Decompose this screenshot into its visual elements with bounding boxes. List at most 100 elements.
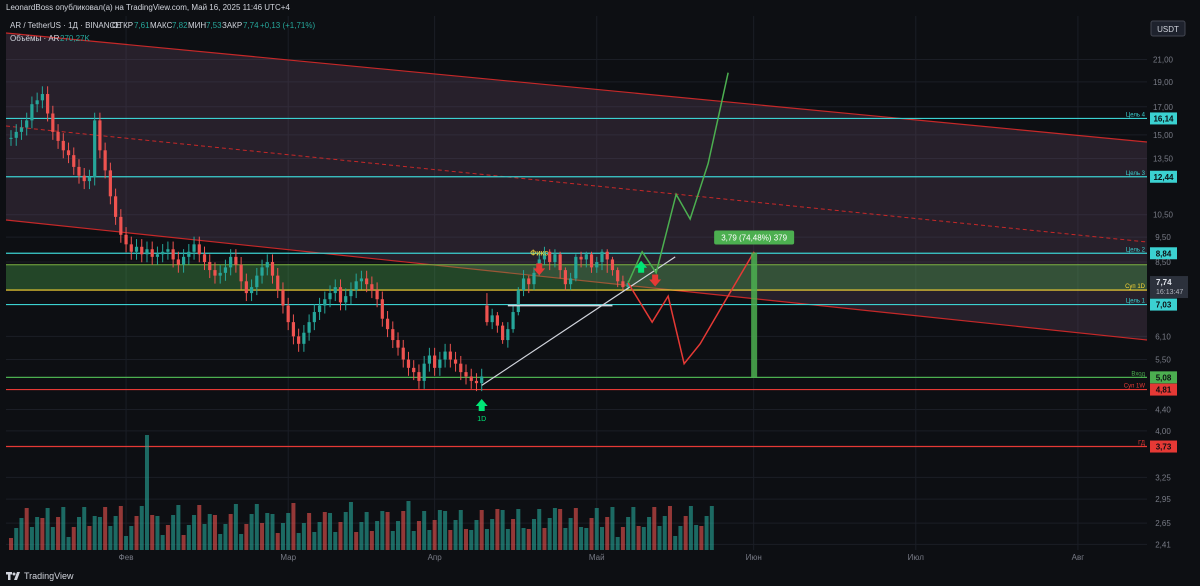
volume-bar-35 xyxy=(192,515,197,550)
volume-bar-67 xyxy=(359,522,364,550)
candle-recent-20-body xyxy=(589,254,594,268)
legend-symbol: AR / TetherUS · 1Д · BINANCE xyxy=(10,21,121,30)
candle-18-body xyxy=(103,150,107,171)
level-badge-2 xyxy=(1150,247,1177,260)
volume-bar-101 xyxy=(537,509,542,550)
volume-bar-71 xyxy=(380,511,385,550)
candle-recent-25-body xyxy=(616,270,620,282)
price-chart[interactable]: Цель 4 Цель 3 Цель 2 Суп 1D Цель 1 Вход Суп 1W… xyxy=(0,16,1200,566)
candle-recent-9-body xyxy=(532,272,536,285)
volume-bar-115 xyxy=(610,507,615,550)
candle-41-body xyxy=(223,267,228,273)
candle-31-body xyxy=(171,249,175,260)
candle-47-body xyxy=(255,275,259,288)
volume-bar-118 xyxy=(626,517,631,550)
fix-label: Фикс xyxy=(530,248,548,257)
volume-bar-123 xyxy=(652,507,657,550)
buy-arrow-current xyxy=(635,260,648,273)
volume-bar-78 xyxy=(416,521,421,550)
candle-70-body xyxy=(375,290,379,300)
user-drawings: 3,79 (74,48%) 379 1D Фикс xyxy=(475,72,795,423)
volume-bar-38 xyxy=(207,514,212,550)
level-badge-text-5: 5,08 xyxy=(1156,373,1172,382)
legend-low-value: 7,53 xyxy=(206,21,222,30)
candle-64-body xyxy=(344,296,348,303)
symbol-legend: AR / TetherUS · 1Д · BINANCE ОТКР 7,61 М… xyxy=(10,21,315,43)
volume-bar-127 xyxy=(673,536,678,550)
candle-42-body xyxy=(229,256,233,268)
candle-67-body xyxy=(359,278,364,282)
candle-40-body xyxy=(218,272,222,276)
volume-bar-120 xyxy=(636,526,641,550)
candle-recent-3-body xyxy=(501,325,505,341)
x-tick-0: Фев xyxy=(119,553,134,562)
volume-bar-61 xyxy=(328,513,333,550)
candle-recent-18-body xyxy=(579,256,583,260)
volume-bar-89 xyxy=(474,520,479,550)
volume-bar-16 xyxy=(92,516,97,550)
candle-84-body xyxy=(448,351,452,360)
currency-button[interactable]: USDT xyxy=(1150,20,1186,37)
volume-bar-34 xyxy=(186,525,191,550)
candle-8-body xyxy=(51,113,55,132)
volume-bar-58 xyxy=(312,532,317,550)
level-label-1: Цель 3 xyxy=(1126,171,1146,177)
candle-85-body xyxy=(453,359,458,364)
bullish-projection xyxy=(627,72,729,284)
chart-background xyxy=(0,16,1200,566)
volume-bar-33 xyxy=(181,535,186,550)
candle-80-body xyxy=(427,355,431,364)
candle-recent-5-body xyxy=(511,312,515,330)
candle-66-body xyxy=(354,281,358,291)
tradingview-logo[interactable]: TradingView xyxy=(6,571,74,581)
volume-bar-79 xyxy=(422,511,427,550)
candle-7-body xyxy=(46,94,50,114)
candle-recent-13-body xyxy=(553,254,557,263)
candle-73-body xyxy=(391,329,395,341)
candle-recent-21-body xyxy=(595,262,599,268)
level-label-6: Суп 1W xyxy=(1124,384,1146,390)
candle-recent-23-body xyxy=(605,251,609,260)
volume-bar-105 xyxy=(558,509,563,550)
level-badge-text-4: 7,03 xyxy=(1156,301,1172,310)
candle-81-body xyxy=(433,355,437,368)
candle-34-body xyxy=(187,251,191,257)
price-levels: Цель 4 Цель 3 Цель 2 Суп 1D Цель 1 Вход Суп 1W… xyxy=(6,112,1147,448)
y-tick-2: 17,00 xyxy=(1153,103,1174,112)
measure-bar xyxy=(751,252,758,378)
volume-bar-53 xyxy=(286,513,291,550)
volume-bar-116 xyxy=(615,537,620,550)
level-badge-7 xyxy=(1150,440,1177,453)
volume-bar-73 xyxy=(390,531,395,550)
volume-bar-2 xyxy=(19,518,24,550)
bearish-projection xyxy=(627,251,755,366)
candle-6-body xyxy=(40,94,44,101)
candle-recent-12-body xyxy=(548,251,552,263)
candle-10-body xyxy=(61,140,65,151)
volume-bar-119 xyxy=(631,507,636,550)
candle-4-body xyxy=(30,104,34,121)
volume-bar-56 xyxy=(301,523,306,550)
candle-recent-1-body xyxy=(490,315,494,323)
footer: TradingView xyxy=(0,566,1200,586)
last-price-countdown: 16:13:47 xyxy=(1156,289,1183,296)
candle-recent-15-body xyxy=(563,270,567,285)
candle-37-body xyxy=(202,254,207,263)
candle-68-body xyxy=(365,278,369,285)
candle-recent-4-body xyxy=(506,329,510,341)
measure-label-bg xyxy=(714,230,795,245)
candle-58-body xyxy=(312,312,316,323)
chart-attribution: LeonardBoss опубликовал(а) на TradingVie… xyxy=(0,0,1200,16)
level-badge-text-0: 16,14 xyxy=(1153,114,1174,123)
volume-bar-82 xyxy=(437,510,442,550)
volume-bar-134 xyxy=(709,506,714,550)
volume-bar-42 xyxy=(228,514,233,550)
chart-bg xyxy=(0,16,1200,566)
volume-bar-21 xyxy=(118,506,123,550)
candle-recent-27-body xyxy=(626,283,630,288)
channel-mid-line xyxy=(5,125,1148,243)
volume-bar-133 xyxy=(704,516,709,550)
candle-71-body xyxy=(380,299,384,319)
volume-bar-19 xyxy=(108,526,113,550)
volume-bar-5 xyxy=(35,517,40,550)
